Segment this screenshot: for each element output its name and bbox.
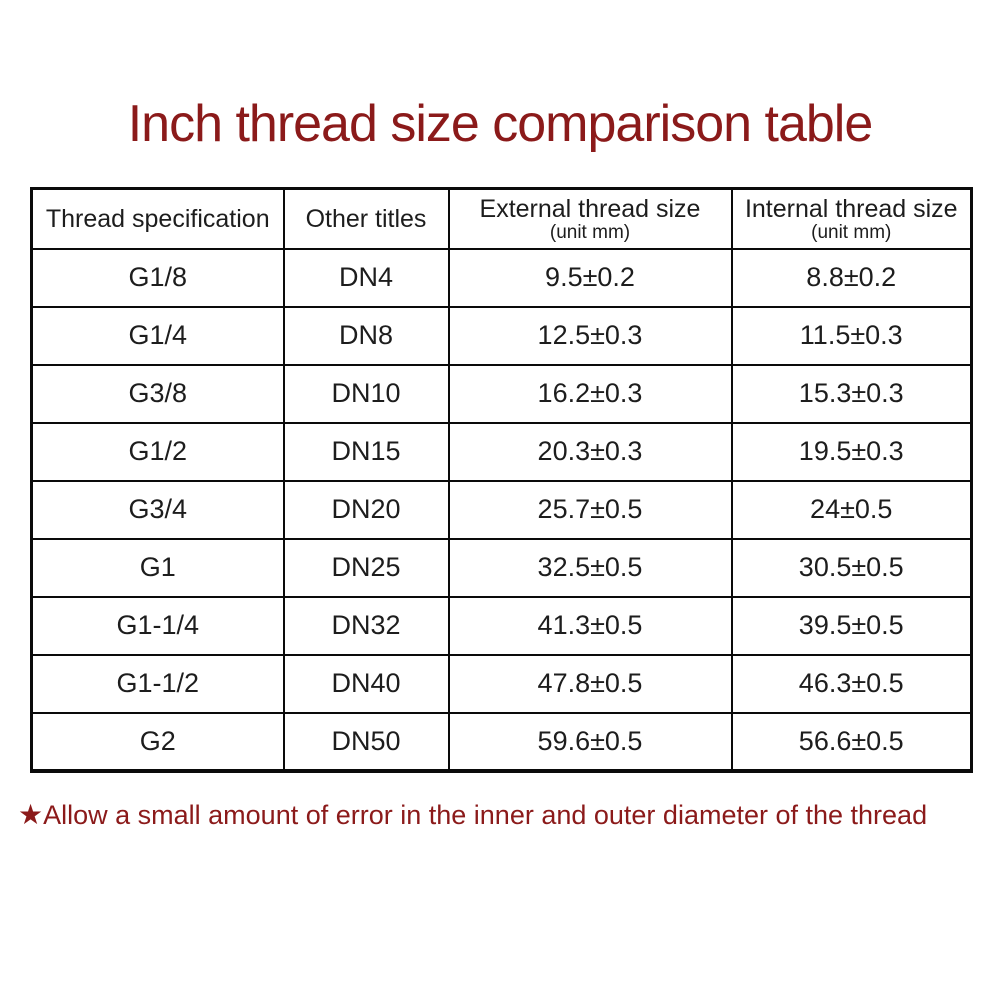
col-header-unit: (unit mm) <box>811 221 892 243</box>
table-cell: 15.3±0.3 <box>730 363 973 424</box>
table-cell: G1 <box>30 537 285 598</box>
table-cell: 47.8±0.5 <box>447 653 733 714</box>
table-cell: DN50 <box>282 711 450 772</box>
table-cell: 41.3±0.5 <box>447 595 733 656</box>
col-header-thread-specification: Thread specification <box>30 187 285 250</box>
footnote-text: Allow a small amount of error in the inn… <box>43 800 928 830</box>
table-cell: G1/4 <box>30 305 285 366</box>
table-row: G1-1/4 DN32 41.3±0.5 39.5±0.5 <box>30 595 973 656</box>
table-cell: DN40 <box>282 653 450 714</box>
table-cell: 16.2±0.3 <box>447 363 733 424</box>
table-cell: DN25 <box>282 537 450 598</box>
col-header-label: Internal thread size <box>744 194 958 223</box>
table-row: G3/8 DN10 16.2±0.3 15.3±0.3 <box>30 363 973 424</box>
table-cell: 24±0.5 <box>730 479 973 540</box>
table-cell: 30.5±0.5 <box>730 537 973 598</box>
table-row: G1/4 DN8 12.5±0.3 11.5±0.3 <box>30 305 973 366</box>
table-cell: G2 <box>30 711 285 772</box>
table-cell: 11.5±0.3 <box>730 305 973 366</box>
table-row: G2 DN50 59.6±0.5 56.6±0.5 <box>30 711 973 772</box>
col-header-label: Other titles <box>305 204 427 233</box>
table-row: G1 DN25 32.5±0.5 30.5±0.5 <box>30 537 973 598</box>
col-header-label: Thread specification <box>45 204 270 233</box>
table-cell: G1-1/4 <box>30 595 285 656</box>
footnote: ★Allow a small amount of error in the in… <box>18 798 982 832</box>
table-cell: 25.7±0.5 <box>447 479 733 540</box>
table-cell: 39.5±0.5 <box>730 595 973 656</box>
table-cell: 12.5±0.3 <box>447 305 733 366</box>
table-cell: DN10 <box>282 363 450 424</box>
table-cell: G1/2 <box>30 421 285 482</box>
table-row: G1/8 DN4 9.5±0.2 8.8±0.2 <box>30 247 973 308</box>
col-header-label: External thread size <box>479 194 701 223</box>
table-cell: DN32 <box>282 595 450 656</box>
table-cell: 9.5±0.2 <box>447 247 733 308</box>
table-cell: 8.8±0.2 <box>730 247 973 308</box>
table-cell: DN8 <box>282 305 450 366</box>
table-cell: G1-1/2 <box>30 653 285 714</box>
table-cell: 20.3±0.3 <box>447 421 733 482</box>
table-header-row: Thread specification Other titles Extern… <box>30 187 973 250</box>
table-cell: 19.5±0.3 <box>730 421 973 482</box>
col-header-external-thread-size: External thread size (unit mm) <box>447 187 733 250</box>
table-cell: G3/8 <box>30 363 285 424</box>
table-cell: 59.6±0.5 <box>447 711 733 772</box>
table-cell: DN20 <box>282 479 450 540</box>
table-row: G1-1/2 DN40 47.8±0.5 46.3±0.5 <box>30 653 973 714</box>
page-title: Inch thread size comparison table <box>127 95 874 153</box>
col-header-unit: (unit mm) <box>549 221 631 243</box>
col-header-internal-thread-size: Internal thread size (unit mm) <box>730 187 973 250</box>
table-cell: DN15 <box>282 421 450 482</box>
table-row: G1/2 DN15 20.3±0.3 19.5±0.3 <box>30 421 973 482</box>
star-icon: ★ <box>18 799 44 830</box>
table-cell: 46.3±0.5 <box>730 653 973 714</box>
table-row: G3/4 DN20 25.7±0.5 24±0.5 <box>30 479 973 540</box>
thread-size-table: Thread specification Other titles Extern… <box>30 187 973 773</box>
table-cell: 56.6±0.5 <box>730 711 973 772</box>
table-cell: G1/8 <box>30 247 285 308</box>
col-header-other-titles: Other titles <box>282 187 450 250</box>
table-cell: DN4 <box>282 247 450 308</box>
table-cell: G3/4 <box>30 479 285 540</box>
table-cell: 32.5±0.5 <box>447 537 733 598</box>
